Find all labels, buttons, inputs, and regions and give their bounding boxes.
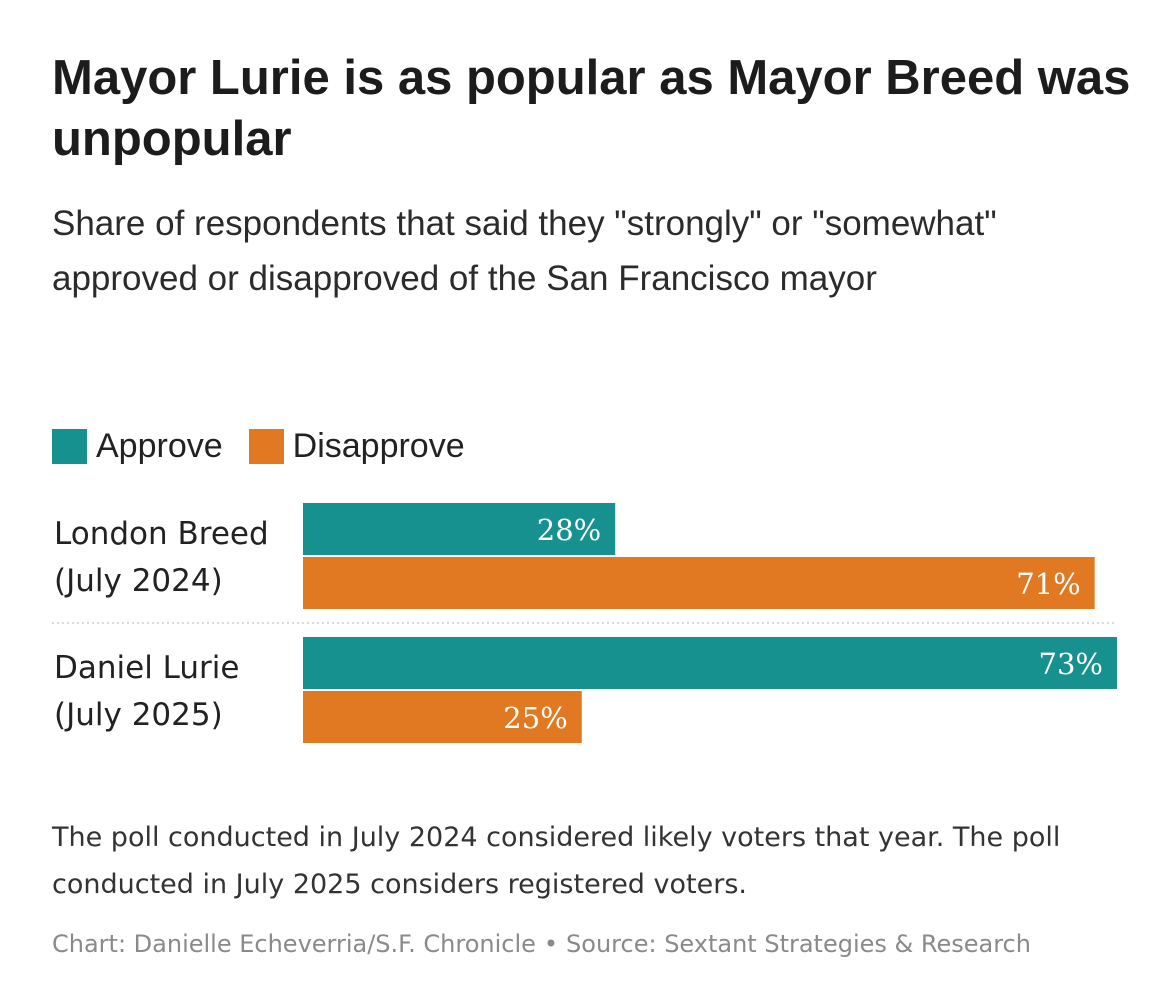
bar-approve-1 [303, 637, 1117, 689]
bar-approve-0 [303, 503, 616, 555]
category-period: (July 2024) [54, 563, 223, 599]
category-period: (July 2025) [54, 697, 223, 733]
bar-disapprove-0 [303, 557, 1095, 609]
separator-dot: • [543, 930, 559, 958]
legend-swatch-approve [52, 428, 87, 464]
legend-label-disapprove: Disapprove [292, 426, 465, 465]
data-label-approve-0: 28% [537, 513, 601, 547]
legend-item-approve: Approve [52, 427, 223, 466]
data-label-disapprove-0: 71% [1016, 567, 1080, 601]
legend-item-disapprove: Disapprove [248, 426, 465, 466]
legend-swatch-disapprove [248, 428, 284, 464]
legend: Approve Disapprove [52, 424, 491, 468]
chart-subtitle: Share of respondents that said they "str… [52, 204, 997, 298]
chart-credit: Chart: Danielle Echeverria/S.F. Chronicl… [52, 930, 536, 958]
legend-label-approve: Approve [96, 426, 223, 465]
category-name: Daniel Lurie [54, 650, 240, 686]
category-label-lurie: Daniel Lurie (July 2025) [54, 645, 304, 739]
data-label-approve-1: 73% [1039, 647, 1103, 681]
source-credit: Source: Sextant Strategies & Research [566, 930, 1031, 958]
bar-disapprove-1 [303, 691, 582, 743]
chart-title: Mayor Lurie is as popular as Mayor Breed… [52, 51, 1131, 166]
category-label-breed: London Breed (July 2024) [54, 511, 304, 605]
credit-line: Chart: Danielle Echeverria/S.F. Chronicl… [52, 930, 1132, 958]
footnote: The poll conducted in July 2024 consider… [52, 822, 1061, 900]
data-label-disapprove-1: 25% [503, 701, 567, 735]
category-name: London Breed [54, 516, 269, 552]
